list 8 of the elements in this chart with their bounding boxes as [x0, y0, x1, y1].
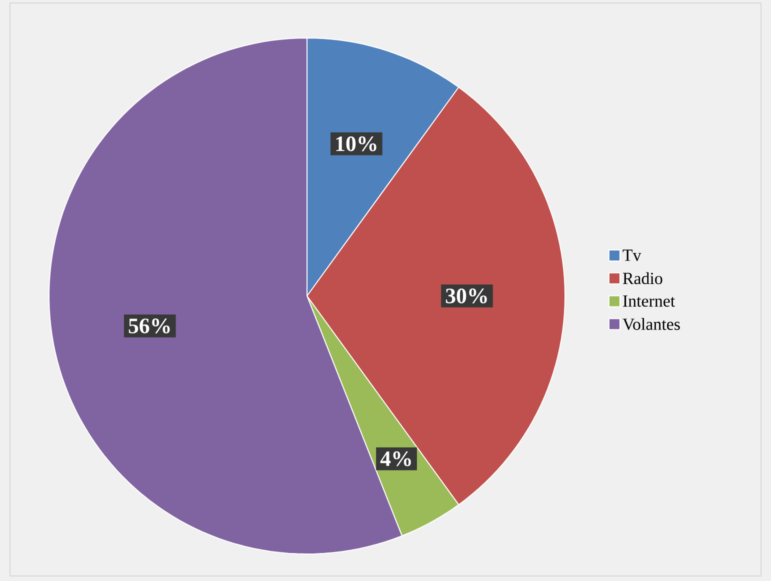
data-label: 30% — [446, 288, 487, 304]
legend-label: Tv — [622, 250, 642, 261]
legend-label: Volantes — [622, 318, 680, 330]
data-label: 56% — [128, 318, 170, 334]
data-label: 10% — [336, 136, 376, 152]
legend-label: Internet — [623, 295, 676, 307]
data-label: 4% — [380, 451, 411, 466]
legend-label: Radio — [622, 272, 662, 284]
